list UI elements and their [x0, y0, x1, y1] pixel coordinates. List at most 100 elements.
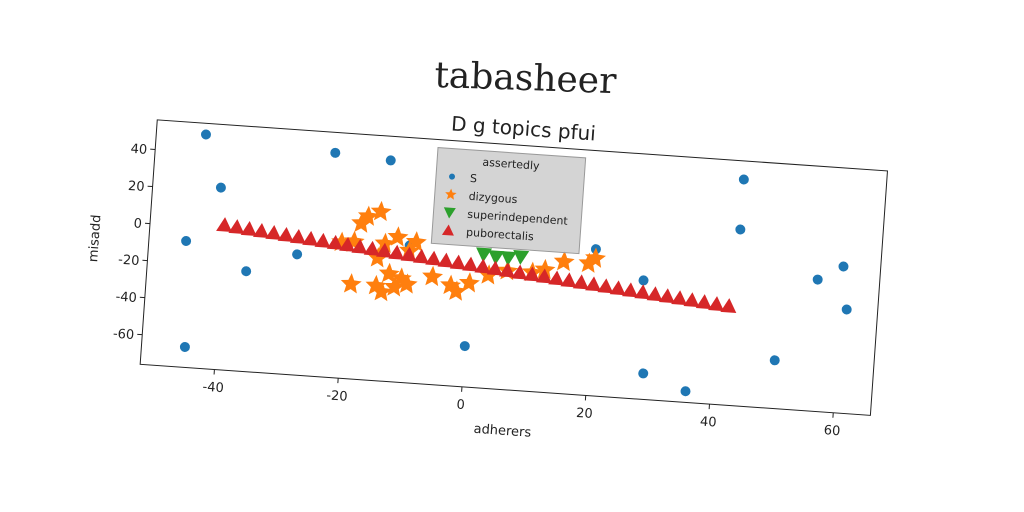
point	[388, 244, 405, 260]
point	[240, 221, 257, 236]
point	[385, 155, 396, 166]
point	[769, 355, 780, 366]
point	[374, 232, 396, 254]
point	[339, 236, 356, 252]
point	[535, 268, 552, 284]
point	[671, 290, 688, 306]
point	[578, 252, 600, 273]
point	[367, 247, 389, 268]
point	[181, 235, 192, 246]
point	[441, 224, 454, 236]
point	[735, 224, 746, 235]
legend-box	[430, 147, 587, 255]
point	[370, 200, 392, 222]
point	[265, 225, 282, 240]
chart-title: D g topics pfui	[450, 111, 596, 145]
y-tick-label: -20	[118, 253, 140, 269]
point	[585, 276, 602, 292]
point	[314, 232, 331, 248]
point	[443, 207, 456, 219]
point	[425, 250, 442, 266]
x-tick-label: 20	[576, 406, 594, 422]
point	[277, 226, 294, 242]
point	[326, 234, 343, 250]
x-tick-label: 0	[456, 397, 465, 413]
point	[548, 270, 565, 286]
point	[462, 256, 479, 272]
point	[241, 266, 252, 277]
point	[445, 280, 467, 301]
point	[330, 147, 341, 158]
y-tick-label: 20	[127, 179, 145, 195]
point	[302, 230, 319, 246]
plot-frame	[139, 119, 889, 416]
point	[422, 265, 443, 287]
point	[351, 238, 368, 254]
point	[340, 273, 362, 294]
point	[412, 248, 429, 264]
point	[513, 250, 530, 265]
y-tick-label: -40	[115, 290, 137, 306]
point	[609, 280, 626, 296]
point	[458, 272, 480, 293]
y-tick-label: 0	[133, 216, 142, 232]
point	[351, 212, 373, 233]
point	[384, 276, 405, 297]
point	[621, 282, 638, 298]
point	[378, 262, 400, 284]
point	[500, 251, 517, 266]
legend-label: puborectalis	[466, 226, 535, 244]
x-tick-label: 60	[823, 423, 841, 439]
point	[841, 304, 852, 315]
y-tick-label: 40	[130, 142, 148, 158]
point	[371, 280, 393, 302]
point	[252, 223, 269, 238]
point	[292, 249, 303, 260]
point	[387, 226, 409, 247]
point	[179, 341, 190, 352]
point	[474, 258, 491, 274]
legend-label: S	[469, 172, 477, 185]
point	[449, 173, 456, 180]
point	[695, 294, 712, 310]
legend-title: assertedly	[482, 156, 540, 173]
x-tick-label: -40	[202, 380, 224, 396]
point	[215, 182, 226, 193]
point	[511, 264, 528, 280]
point	[638, 368, 649, 379]
y-axis-label: misadd	[86, 214, 104, 262]
point	[838, 261, 849, 272]
x-axis-label: adherers	[473, 422, 532, 441]
point	[523, 266, 540, 282]
plot: D g topics pfui adherers misadd -40 -20 0 20 40…	[86, 111, 889, 441]
point	[486, 260, 503, 276]
point	[708, 296, 725, 312]
point	[459, 341, 470, 352]
point	[375, 242, 392, 258]
point	[445, 188, 457, 200]
point	[365, 274, 387, 296]
x-tick-label: -20	[326, 388, 348, 404]
point	[638, 275, 649, 286]
point	[560, 272, 577, 288]
x-tick-label: 40	[699, 415, 717, 431]
point	[498, 262, 515, 278]
point	[658, 288, 675, 304]
point	[200, 129, 211, 140]
point	[449, 254, 466, 270]
point	[228, 219, 245, 234]
point	[553, 250, 575, 272]
point	[597, 278, 614, 294]
point	[437, 252, 454, 268]
point	[683, 292, 700, 308]
point	[488, 250, 505, 266]
suptitle: tabasheer	[434, 55, 618, 102]
point	[720, 298, 737, 314]
legend: assertedlySdizygoussuperindependentpubor…	[430, 147, 587, 255]
point	[289, 228, 306, 244]
point	[812, 274, 823, 285]
point	[400, 246, 417, 262]
legend-label: dizygous	[468, 190, 518, 206]
